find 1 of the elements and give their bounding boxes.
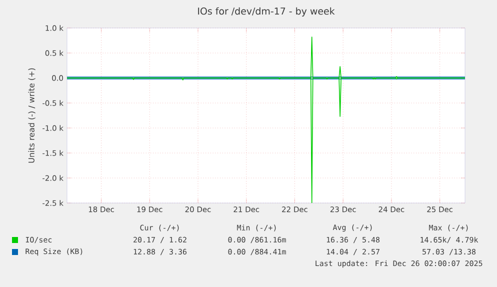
chart-title: IOs for /dev/dm-17 - by week bbox=[198, 7, 335, 17]
